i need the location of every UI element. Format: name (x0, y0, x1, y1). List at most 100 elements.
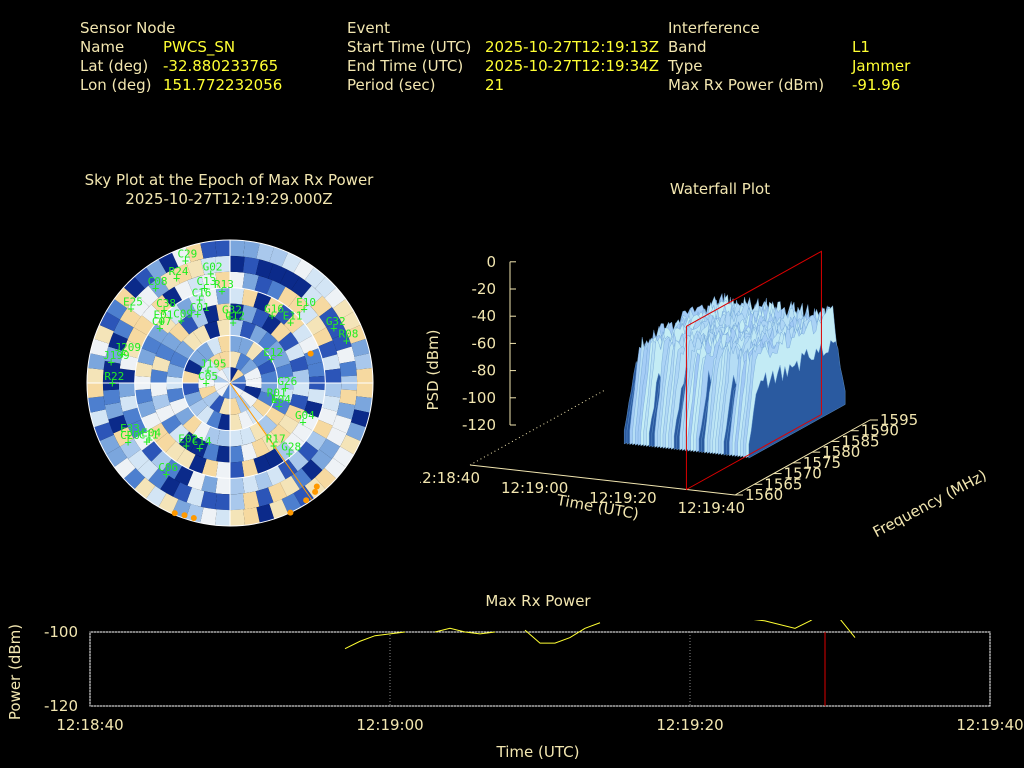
sky-tile (87, 383, 104, 398)
sky-tile (133, 315, 155, 336)
max-rx-power-value: -91.96 (852, 76, 901, 94)
psd-tick-label: 0 (486, 253, 496, 271)
sky-tile (201, 288, 219, 308)
sky-tile (151, 394, 171, 411)
sky-tile (356, 383, 373, 398)
power-trace (524, 622, 601, 644)
sky-tile (356, 368, 373, 383)
sky-tile (257, 391, 277, 407)
satellite-label: E10 (296, 296, 316, 309)
sky-tile (161, 331, 182, 352)
waterfall-title: Waterfall Plot (669, 180, 771, 198)
sky-tile (169, 397, 189, 415)
sky-tile (90, 338, 110, 357)
psd-tick-label: -80 (472, 362, 497, 380)
satellite-marker: + (226, 309, 233, 323)
sky-tile (235, 395, 251, 413)
sky-tile (119, 354, 138, 371)
sky-tile (340, 311, 361, 332)
sky-tile (106, 298, 128, 320)
sky-tile (196, 405, 215, 425)
time-tick-label: 12:19:20 (656, 716, 723, 734)
sky-tile (215, 271, 230, 289)
sky-tile (209, 353, 225, 371)
sky-tile (148, 276, 169, 298)
sky-tile (277, 458, 298, 480)
sky-tile (188, 398, 208, 417)
sky-tile (245, 341, 264, 361)
sky-tile (336, 402, 356, 420)
satellite-label: C07 (152, 315, 172, 328)
sky-tile (254, 471, 273, 491)
satellite-marker: + (156, 321, 163, 335)
satellite-marker: + (218, 284, 225, 298)
satellite-label: R13 (214, 278, 234, 291)
satellite-marker: + (196, 292, 203, 306)
satellite-label: E02 (178, 432, 198, 445)
sky-tile (192, 421, 211, 442)
sky-tile (279, 269, 300, 291)
sky-tile (265, 406, 286, 426)
sky-tile (155, 343, 175, 362)
psd-tick-label: -60 (472, 334, 497, 352)
sky-tile (103, 360, 121, 377)
sky-tile (230, 319, 244, 337)
satellite-label: C29 (177, 248, 197, 261)
power-trace (753, 620, 856, 638)
sky-tile (214, 383, 230, 391)
sky-tile (196, 341, 215, 361)
satellite-label: R08 (338, 328, 358, 341)
sky-tile (215, 509, 230, 526)
sky-tile (265, 340, 286, 360)
frequency-tick-label: 1580 (822, 443, 860, 461)
sky-tile (271, 351, 291, 369)
sky-tile (319, 438, 341, 459)
sky-tile (301, 459, 323, 481)
satellite-marker: + (183, 438, 190, 452)
sky-tile (122, 340, 142, 359)
sky-tile (298, 412, 319, 431)
sky-tile (270, 423, 291, 444)
sky-tile (113, 427, 134, 447)
max-rx-power-title: Max Rx Power (485, 592, 591, 610)
sky-tile (268, 263, 288, 284)
satellite-marker: + (173, 271, 180, 285)
satellite-label: J195 (200, 357, 227, 370)
sky-tile (87, 368, 104, 383)
satellite-marker: + (146, 433, 153, 447)
satellite-label: G04 (295, 409, 315, 422)
sky-tile (182, 414, 202, 435)
sky-tile (278, 414, 299, 435)
sky-tile (269, 246, 289, 267)
sky-tile (202, 390, 220, 408)
sky-tile (108, 332, 128, 352)
satellite-label: E12 (263, 346, 283, 359)
satellite-marker: + (196, 441, 203, 455)
sky-tile (166, 363, 185, 379)
sky-tile (188, 349, 208, 368)
sky-tile (312, 419, 333, 439)
sky-tile (90, 409, 110, 428)
satellite-label: R24 (169, 265, 189, 278)
sky-tile (288, 450, 309, 472)
sky-tile (350, 409, 370, 428)
sky-tile (251, 438, 270, 458)
sky-tile (174, 280, 194, 301)
sky-tile (242, 272, 259, 291)
satellite-label: E04 (271, 393, 291, 406)
sky-tile (240, 390, 258, 408)
sky-tile (269, 499, 289, 520)
sky-tile (202, 358, 220, 376)
sky-tile (258, 414, 278, 435)
sky-tile (190, 308, 209, 328)
sky-tile (150, 383, 168, 397)
sky-tile (350, 338, 370, 357)
sky-tile (230, 335, 243, 353)
interference-type-value: Jammer (852, 57, 911, 75)
frequency-axis-label: Frequency (MHz) (870, 466, 990, 540)
sky-tile (307, 388, 326, 405)
sky-tile (188, 291, 207, 312)
sky-tile (238, 410, 254, 430)
sky-plot-grid (86, 239, 374, 527)
satellite-label: G32 (326, 315, 346, 328)
